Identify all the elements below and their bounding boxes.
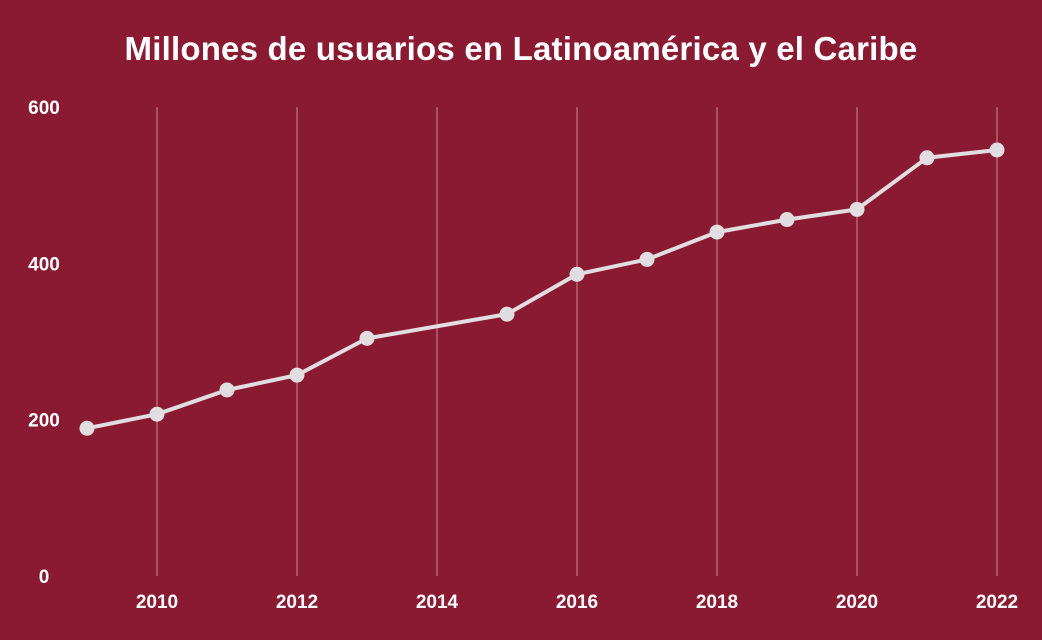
data-point-2022 xyxy=(989,142,1005,158)
y-tick-label-600: 600 xyxy=(28,98,60,119)
data-point-2011 xyxy=(219,382,235,398)
y-axis-ticks: 0 200 400 600 xyxy=(28,98,60,588)
x-tick-label-2020: 2020 xyxy=(836,592,878,613)
y-tick-label-200: 200 xyxy=(28,411,60,432)
data-point-2010 xyxy=(149,406,165,422)
x-tick-label-2012: 2012 xyxy=(276,592,318,613)
grid-lines xyxy=(156,107,998,576)
data-point-2009 xyxy=(79,420,95,436)
x-axis-ticks: 2010 2012 2014 2016 2018 2020 2022 xyxy=(136,592,1018,613)
y-tick-label-400: 400 xyxy=(28,254,60,275)
x-tick-label-2022: 2022 xyxy=(976,592,1018,613)
data-point-2020 xyxy=(849,201,865,217)
x-tick-label-2016: 2016 xyxy=(556,592,598,613)
data-point-2016 xyxy=(569,266,585,282)
x-tick-label-2018: 2018 xyxy=(696,592,738,613)
data-point-2021 xyxy=(919,150,935,166)
data-point-2018 xyxy=(709,224,725,240)
data-point-2019 xyxy=(779,212,795,228)
x-tick-label-2010: 2010 xyxy=(136,592,178,613)
y-tick-label-0: 0 xyxy=(39,567,50,588)
series-layer xyxy=(79,142,1005,436)
data-point-2012 xyxy=(289,367,305,383)
data-point-2013 xyxy=(359,330,375,346)
data-point-2015 xyxy=(499,306,515,322)
chart-title: Millones de usuarios en Latinoamérica y … xyxy=(124,30,918,67)
x-tick-label-2014: 2014 xyxy=(416,592,459,613)
data-point-2017 xyxy=(639,251,655,267)
